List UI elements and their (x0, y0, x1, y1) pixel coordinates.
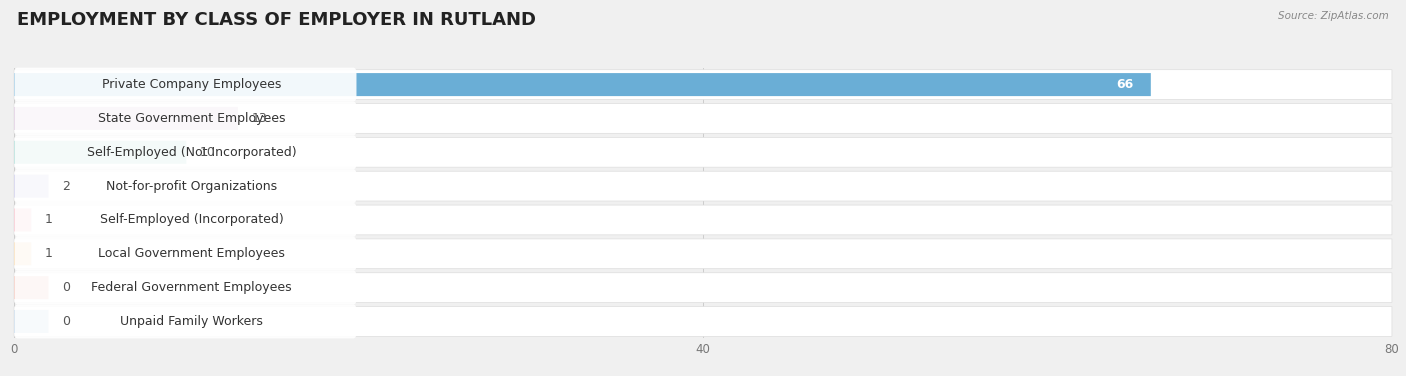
FancyBboxPatch shape (14, 135, 357, 169)
Text: Local Government Employees: Local Government Employees (98, 247, 285, 260)
FancyBboxPatch shape (14, 171, 1392, 201)
Text: Source: ZipAtlas.com: Source: ZipAtlas.com (1278, 11, 1389, 21)
FancyBboxPatch shape (14, 271, 357, 305)
FancyBboxPatch shape (14, 169, 357, 203)
Text: 1: 1 (45, 214, 53, 226)
FancyBboxPatch shape (14, 203, 357, 237)
Text: 66: 66 (1116, 78, 1133, 91)
FancyBboxPatch shape (14, 68, 357, 102)
Text: State Government Employees: State Government Employees (97, 112, 285, 125)
FancyBboxPatch shape (14, 103, 1392, 133)
FancyBboxPatch shape (14, 305, 357, 338)
FancyBboxPatch shape (14, 174, 48, 198)
FancyBboxPatch shape (14, 306, 1392, 337)
FancyBboxPatch shape (14, 237, 357, 271)
Text: Self-Employed (Not Incorporated): Self-Employed (Not Incorporated) (87, 146, 297, 159)
FancyBboxPatch shape (14, 107, 238, 130)
Text: Unpaid Family Workers: Unpaid Family Workers (120, 315, 263, 328)
FancyBboxPatch shape (14, 242, 31, 265)
Text: 1: 1 (45, 247, 53, 260)
FancyBboxPatch shape (14, 310, 48, 333)
Text: 13: 13 (252, 112, 267, 125)
Text: 0: 0 (62, 281, 70, 294)
Text: Private Company Employees: Private Company Employees (101, 78, 281, 91)
Text: 10: 10 (200, 146, 217, 159)
Text: 0: 0 (62, 315, 70, 328)
FancyBboxPatch shape (14, 276, 48, 299)
Text: Not-for-profit Organizations: Not-for-profit Organizations (105, 180, 277, 193)
Text: 2: 2 (62, 180, 70, 193)
Text: EMPLOYMENT BY CLASS OF EMPLOYER IN RUTLAND: EMPLOYMENT BY CLASS OF EMPLOYER IN RUTLA… (17, 11, 536, 29)
FancyBboxPatch shape (14, 205, 1392, 235)
FancyBboxPatch shape (14, 102, 357, 135)
FancyBboxPatch shape (14, 141, 186, 164)
FancyBboxPatch shape (14, 137, 1392, 167)
Text: Federal Government Employees: Federal Government Employees (91, 281, 292, 294)
FancyBboxPatch shape (14, 73, 1152, 96)
FancyBboxPatch shape (14, 273, 1392, 303)
FancyBboxPatch shape (14, 70, 1392, 100)
FancyBboxPatch shape (14, 208, 31, 232)
FancyBboxPatch shape (14, 239, 1392, 269)
Text: Self-Employed (Incorporated): Self-Employed (Incorporated) (100, 214, 284, 226)
